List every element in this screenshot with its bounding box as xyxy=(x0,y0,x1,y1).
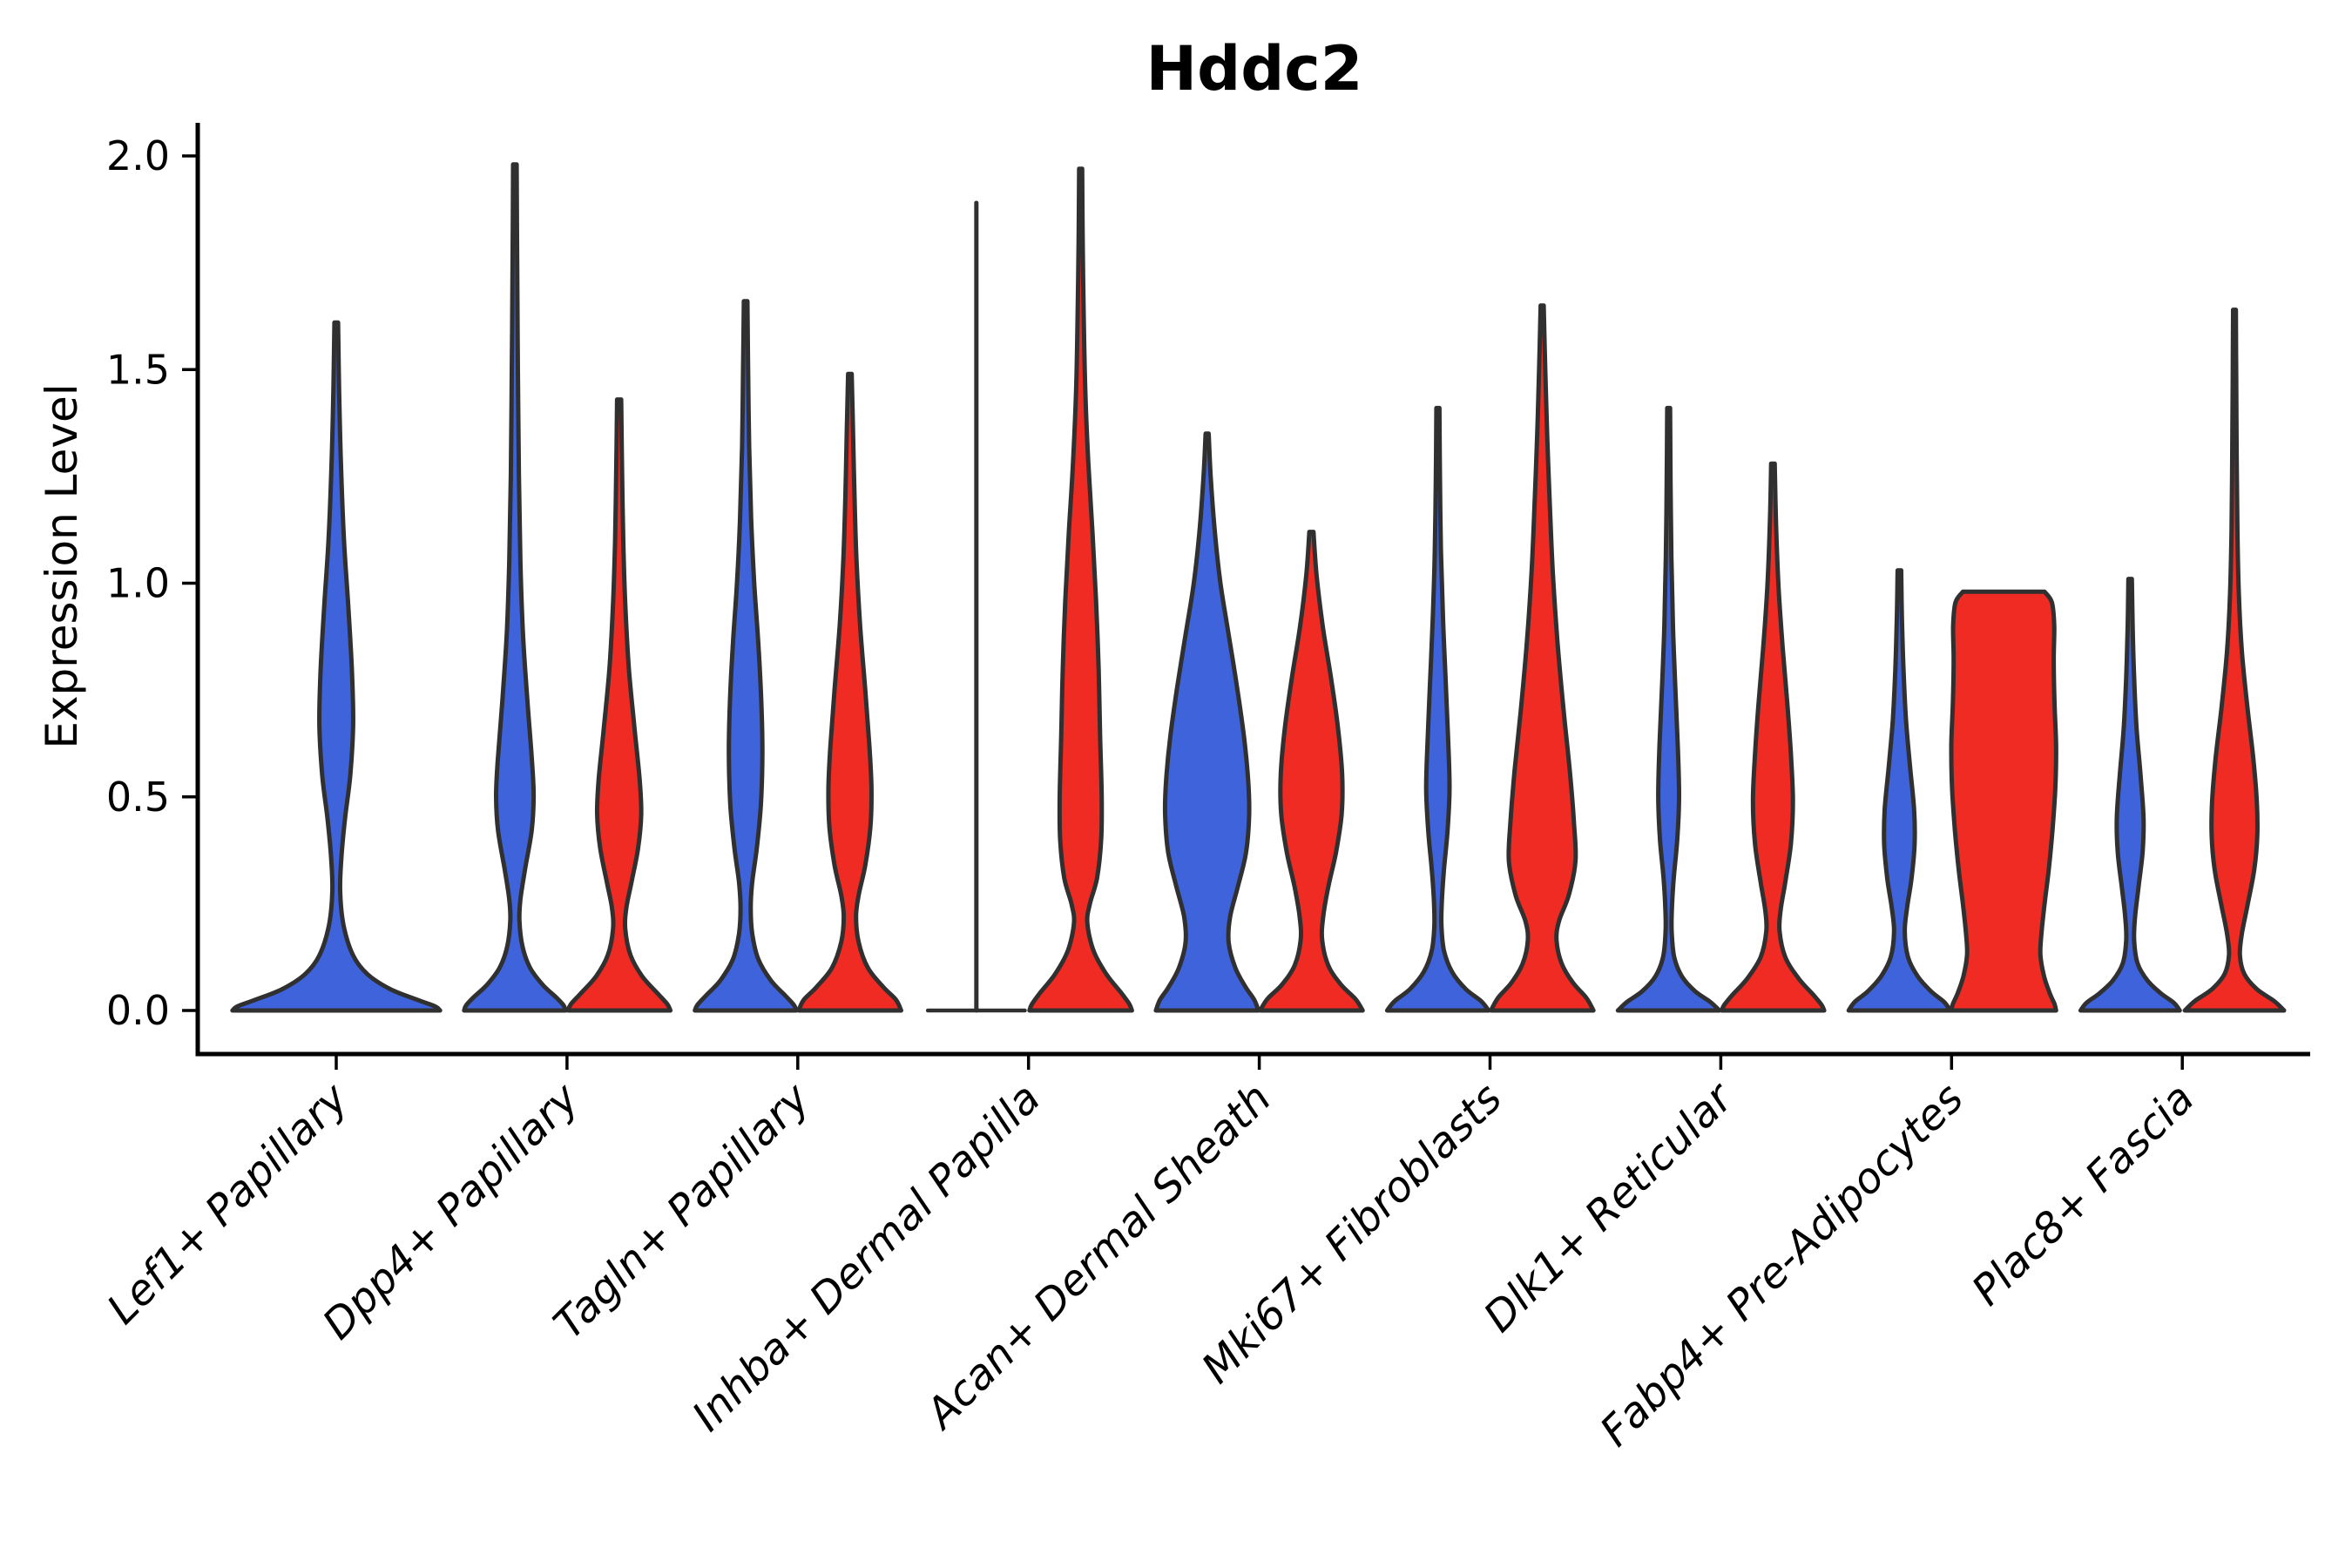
violin-tagln-papillary-blue xyxy=(693,299,799,1013)
violin-fabp4-pre-adipocytes-red xyxy=(1949,589,2058,1013)
y-tick-label-0.0: 0.0 xyxy=(106,987,170,1034)
violins-layer xyxy=(230,162,2287,1013)
violin-dlk1-reticular-blue xyxy=(1615,405,1722,1013)
violin-tagln-papillary-red xyxy=(796,371,903,1013)
violin-plac8-fascia-red xyxy=(2182,308,2287,1013)
y-tick-label-2.0: 2.0 xyxy=(106,132,170,179)
violin-dlk1-reticular-red xyxy=(1720,461,1827,1013)
axes-layer xyxy=(195,123,2310,1057)
violin-inhba-dermal-papilla-red xyxy=(1027,166,1134,1013)
violin-acan-dermal-sheath-blue xyxy=(1153,431,1260,1013)
violin-plac8-fascia-blue xyxy=(2078,577,2182,1013)
y-tick-label-1.0: 1.0 xyxy=(106,560,170,607)
violin-dpp4-papillary-red xyxy=(565,397,673,1013)
y-tick-label-1.5: 1.5 xyxy=(106,346,170,393)
violin-fabp4-pre-adipocytes-blue xyxy=(1846,568,1953,1013)
y-axis-label: Expression Level xyxy=(37,383,87,748)
violin-mki67-fibroblasts-red xyxy=(1489,303,1596,1013)
violin-mki67-fibroblasts-blue xyxy=(1384,405,1491,1013)
chart-title: Hddc2 xyxy=(1146,33,1363,105)
violin-lef1-papillary-blue xyxy=(230,320,443,1013)
y-tick-label-0.5: 0.5 xyxy=(106,774,170,821)
violin-dpp4-papillary-blue xyxy=(462,162,568,1013)
y-tick-labels: 0.0 0.5 1.0 1.5 2.0 xyxy=(106,132,198,1034)
violin-acan-dermal-sheath-red xyxy=(1258,530,1365,1013)
